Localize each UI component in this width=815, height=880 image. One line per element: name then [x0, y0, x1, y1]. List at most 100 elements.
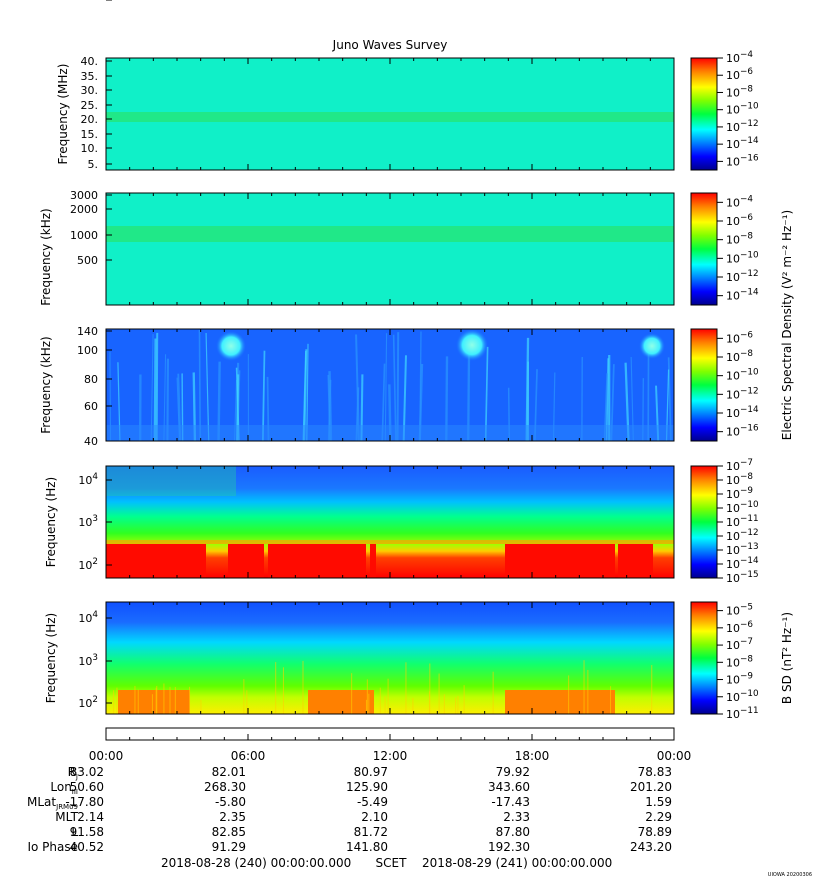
ytick-label: 104 — [78, 472, 98, 487]
ephemeris-value: -5.80 — [215, 795, 246, 809]
colorbar-tick-label: 10−8 — [726, 654, 753, 669]
panel-5-xticks — [129, 602, 651, 714]
colorbar-tick-label: 10−8 — [726, 232, 753, 247]
emission-blob — [216, 331, 246, 361]
panel-3-emissions — [106, 329, 674, 442]
panel-1: Frequency (MHz) 40.35.30.25.20.15.10.5. … — [56, 50, 759, 171]
ytick-label: 1000 — [70, 229, 98, 242]
colorbar-tick-label: 10−12 — [726, 119, 759, 134]
ephemeris-value: 40.52 — [70, 840, 104, 854]
colorbar-tick-label: 10−10 — [726, 368, 759, 383]
panel-3-ylabel: Frequency (kHz) — [39, 336, 53, 433]
panel-4-yticks: 104 103 102 — [78, 472, 112, 572]
ephemeris-value: -5.49 — [357, 795, 388, 809]
intense-emission — [228, 544, 264, 578]
ytick-label: 3000 — [70, 189, 98, 202]
ytick-label: 10. — [81, 142, 99, 155]
intense-emission — [370, 544, 376, 578]
time-label: 00:00 — [657, 749, 692, 763]
emission-streak — [396, 332, 400, 442]
ytick-label: 30. — [81, 84, 99, 97]
time-axis-ticks — [105, 734, 675, 740]
colorbar-tick-label: 10−9 — [726, 672, 753, 687]
colorbar-tick-label: 10−10 — [726, 102, 759, 117]
panel-3-colorbar — [690, 328, 718, 442]
colorbar-tick-label: 10−6 — [726, 213, 753, 228]
footer-end-time: 2018-08-29 (241) 00:00:00.000 — [422, 856, 612, 870]
ephemeris-value: 201.20 — [630, 780, 672, 794]
ephemeris-value: 343.60 — [488, 780, 530, 794]
ytick-label: 500 — [77, 254, 98, 267]
ytick-label: 102 — [78, 557, 98, 572]
ephemeris-value: 243.20 — [630, 840, 672, 854]
colorbar-label-electric: Electric Spectral Density (V² m⁻² Hz⁻¹) — [780, 210, 794, 440]
colorbar-tick-label: 10−8 — [726, 84, 753, 99]
panel-5-ylabel: Frequency (Hz) — [44, 613, 58, 704]
ephemeris-value: 82.01 — [212, 765, 246, 779]
time-label: 12:00 — [373, 749, 408, 763]
time-labels: 00:00 06:00 12:00 18:00 00:00 — [89, 749, 692, 763]
colorbar-tick-label: 10−12 — [726, 269, 759, 284]
colorbar-tick-label: 10−14 — [726, 556, 759, 571]
ytick-label: 25. — [81, 99, 99, 112]
colorbar-tick-label: 10−14 — [726, 136, 759, 151]
ytick-label: 60 — [84, 400, 98, 413]
panel-3: Frequency (kHz) 14010080604020 10−610−81… — [39, 0, 759, 448]
intense-emission — [505, 544, 615, 578]
intense-emission — [575, 690, 615, 714]
upper-emission — [106, 466, 236, 496]
colorbar-tick-label: 10−14 — [726, 288, 759, 303]
colorbar-tick-label: 10−6 — [726, 620, 753, 635]
colorbar-tick-label: 10−16 — [726, 424, 759, 439]
colorbar-tick-label: 10−6 — [726, 330, 753, 345]
panel-1-ylabel: Frequency (MHz) — [56, 64, 70, 165]
colorbar-tick-label: 10−10 — [726, 250, 759, 265]
chart-title: Juno Waves Survey — [332, 38, 448, 52]
colorbar-tick-label: 10−10 — [726, 500, 759, 515]
ephemeris-row-label: RJ — [68, 765, 78, 781]
panel-2-colorbar-ticks: 10−4 10−6 10−8 10−10 10−12 10−14 — [717, 194, 759, 303]
ytick-label: 104 — [78, 610, 98, 625]
intense-emission — [106, 544, 206, 578]
panel-4-colorbar-ticks: 10−710−810−910−1010−1110−1210−1310−1410−… — [717, 458, 759, 585]
ytick-label: 20. — [81, 113, 99, 126]
emission-streak — [205, 332, 210, 442]
ephemeris-value: 1.59 — [645, 795, 672, 809]
colorbar-tick-label: 10−12 — [726, 528, 759, 543]
colorbar-tick-label: 10−10 — [726, 689, 759, 704]
ephemeris-value: 2.10 — [361, 810, 388, 824]
colorbar-tick-label: 10−13 — [726, 542, 759, 557]
colorbar-tick-label: 10−8 — [726, 349, 753, 364]
emission-streak — [150, 334, 154, 442]
colorbar-tick-label: 10−14 — [726, 405, 759, 420]
ytick-label: 80 — [84, 373, 98, 386]
ytick-label: 103 — [78, 653, 98, 668]
ephemeris-value: 268.30 — [204, 780, 246, 794]
panel-1-xticks — [129, 58, 651, 170]
ytick-label: 102 — [78, 695, 98, 710]
panel-1-band-20mhz — [106, 112, 674, 122]
ephemeris-value: -17.80 — [65, 795, 104, 809]
panel-1-colorbar-ticks: 10−4 10−6 10−8 10−10 10−12 10−14 10−16 — [717, 50, 759, 168]
panel-1-colorbar — [690, 57, 718, 171]
ytick-label: 40 — [84, 435, 98, 448]
ephemeris-value: 80.97 — [354, 765, 388, 779]
emission-blob — [456, 329, 488, 361]
colorbar-tick-label: 10−15 — [726, 570, 759, 585]
intense-emission — [118, 690, 190, 714]
ephemeris-value: 2.14 — [77, 810, 104, 824]
ephemeris-value: 79.92 — [496, 765, 530, 779]
intense-emission — [618, 544, 653, 578]
emission-streak — [306, 343, 309, 442]
colorbar-tick-label: 10−6 — [726, 67, 753, 82]
ephemeris-value: 141.80 — [346, 840, 388, 854]
ytick-label: 100 — [77, 344, 98, 357]
panel-2-spectrogram — [106, 193, 674, 305]
panel-2-xticks — [129, 193, 651, 305]
ephemeris-value: 78.89 — [638, 825, 672, 839]
ytick-label: 2000 — [70, 203, 98, 216]
colorbar-tick-label: 10−16 — [726, 153, 759, 168]
time-label: 18:00 — [515, 749, 550, 763]
